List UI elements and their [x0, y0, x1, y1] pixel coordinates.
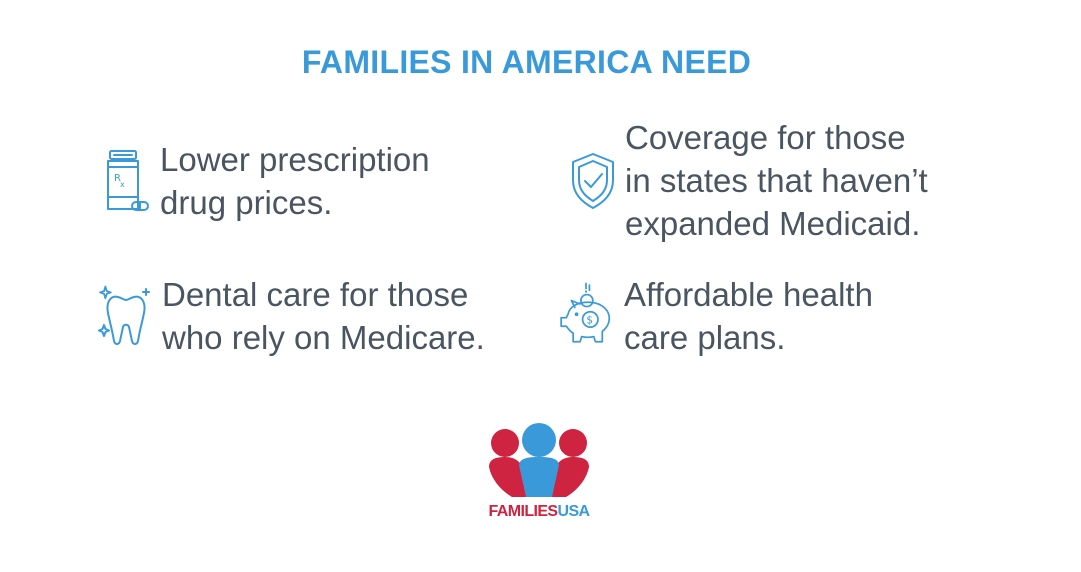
- families-usa-logo: FAMILIESUSA: [480, 421, 598, 527]
- need-line: drug prices.: [160, 184, 333, 221]
- need-line: in states that haven’t: [625, 162, 928, 199]
- page-title: FAMILIES IN AMERICA NEED: [301, 44, 752, 80]
- svg-text:R: R: [114, 173, 121, 184]
- need-line: Lower prescription: [160, 141, 430, 178]
- tooth-icon: [96, 283, 156, 349]
- svg-text:$: $: [586, 314, 593, 326]
- need-line: care plans.: [624, 319, 786, 356]
- logo-word-families: FAMILIES: [488, 503, 559, 520]
- need-line: Affordable health: [624, 276, 873, 313]
- need-text: Lower prescription drug prices.: [160, 138, 430, 224]
- need-text: Coverage for those in states that haven’…: [625, 116, 928, 245]
- families-usa-logo-graphic: [489, 423, 589, 497]
- shield-check-icon: [563, 150, 623, 212]
- need-text: Dental care for those who rely on Medica…: [162, 273, 485, 359]
- families-usa-wordmark: FAMILIESUSA: [480, 503, 598, 521]
- svg-text:x: x: [120, 180, 125, 189]
- need-item-prescription: R x Lower prescription drug prices.: [98, 138, 430, 224]
- need-item-dental: Dental care for those who rely on Medica…: [96, 273, 485, 359]
- need-line: who rely on Medicare.: [162, 319, 485, 356]
- logo-word-usa: USA: [557, 503, 591, 520]
- need-text: Affordable health care plans.: [624, 273, 873, 359]
- prescription-bottle-icon: R x: [98, 147, 158, 215]
- need-line: expanded Medicaid.: [625, 205, 921, 242]
- need-line: Dental care for those: [162, 276, 469, 313]
- need-item-affordable-plans: $ Affordable health care plans.: [556, 273, 873, 359]
- need-line: Coverage for those: [625, 119, 906, 156]
- piggy-bank-icon: $: [556, 276, 616, 356]
- need-item-medicaid-coverage: Coverage for those in states that haven’…: [563, 116, 928, 245]
